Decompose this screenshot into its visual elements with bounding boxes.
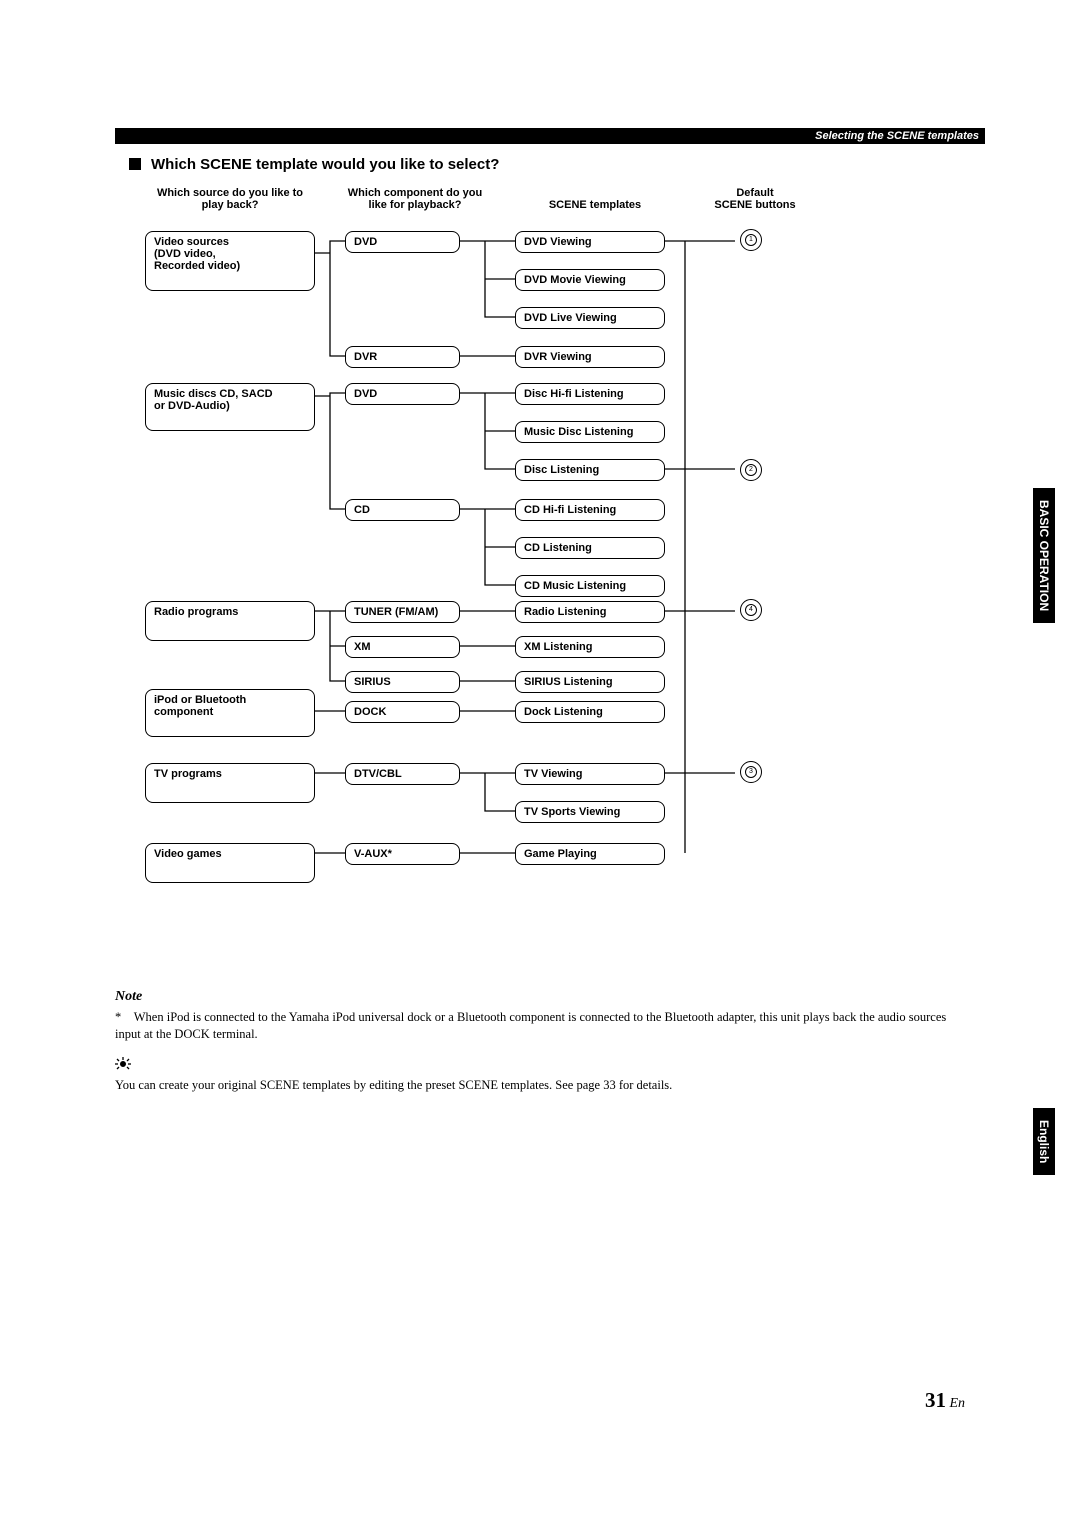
scene-music-disc: Music Disc Listening (515, 421, 665, 443)
heading-text: Which SCENE template would you like to s… (151, 156, 499, 173)
col4-header: Default SCENE buttons (700, 187, 810, 211)
src-music-l2: or DVD-Audio) (154, 400, 306, 412)
scene-button-2: 2 (740, 459, 762, 481)
source-tv: TV programs (145, 763, 315, 803)
scene-button-2-num: 2 (745, 464, 757, 476)
scene-dock-listen: Dock Listening (515, 701, 665, 723)
side-tab-english: English (1033, 1108, 1055, 1175)
side-tab-basic-operation: BASIC OPERATION (1033, 488, 1055, 623)
src-video-l3: Recorded video) (154, 260, 306, 272)
scene-button-1-num: 1 (745, 234, 757, 246)
scene-cd-hifi: CD Hi-fi Listening (515, 499, 665, 521)
scene-dvd-viewing: DVD Viewing (515, 231, 665, 253)
scene-radio-listen: Radio Listening (515, 601, 665, 623)
scene-game-playing: Game Playing (515, 843, 665, 865)
scene-dvd-live: DVD Live Viewing (515, 307, 665, 329)
col4-l2: SCENE buttons (700, 199, 810, 211)
src-video-l2: (DVD video, (154, 248, 306, 260)
source-music: Music discs CD, SACD or DVD-Audio) (145, 383, 315, 431)
comp-tuner: TUNER (FM/AM) (345, 601, 460, 623)
comp-dvd2: DVD (345, 383, 460, 405)
scene-sirius-listen: SIRIUS Listening (515, 671, 665, 693)
square-bullet-icon (129, 158, 141, 170)
note-body: * When iPod is connected to the Yamaha i… (115, 1009, 965, 1043)
source-ipod: iPod or Bluetooth component (145, 689, 315, 737)
col2-header: Which component do you like for playback… (335, 187, 495, 211)
scene-tv-sports: TV Sports Viewing (515, 801, 665, 823)
col3-header: SCENE templates (535, 199, 655, 211)
scene-dvr-viewing: DVR Viewing (515, 346, 665, 368)
src-video-l1: Video sources (154, 236, 306, 248)
col2-l1: Which component do you (335, 187, 495, 199)
tip-row (115, 1057, 965, 1074)
page-number: 31 En (925, 1388, 965, 1413)
section-heading: Which SCENE template would you like to s… (129, 156, 965, 173)
scene-dvd-movie: DVD Movie Viewing (515, 269, 665, 291)
page-content: Selecting the SCENE templates Which SCEN… (115, 128, 965, 1093)
tip-body: You can create your original SCENE templ… (115, 1078, 965, 1093)
comp-dtv: DTV/CBL (345, 763, 460, 785)
scene-disc-listen: Disc Listening (515, 459, 665, 481)
scene-diagram: Which source do you like to play back? W… (115, 191, 965, 971)
comp-dock: DOCK (345, 701, 460, 723)
scene-button-4-num: 4 (745, 604, 757, 616)
comp-cd: CD (345, 499, 460, 521)
scene-button-1: 1 (740, 229, 762, 251)
src-music-l1: Music discs CD, SACD (154, 388, 306, 400)
source-video: Video sources (DVD video, Recorded video… (145, 231, 315, 291)
tip-icon (115, 1062, 131, 1074)
src-ipod-l2: component (154, 706, 306, 718)
comp-sirius: SIRIUS (345, 671, 460, 693)
source-radio: Radio programs (145, 601, 315, 641)
scene-cd-music: CD Music Listening (515, 575, 665, 597)
scene-button-3: 3 (740, 761, 762, 783)
comp-xm: XM (345, 636, 460, 658)
col1-l2: play back? (145, 199, 315, 211)
scene-tv-viewing: TV Viewing (515, 763, 665, 785)
col1-l1: Which source do you like to (145, 187, 315, 199)
page-num-lang: En (949, 1396, 965, 1411)
comp-dvd1: DVD (345, 231, 460, 253)
src-ipod-l1: iPod or Bluetooth (154, 694, 306, 706)
comp-dvr: DVR (345, 346, 460, 368)
scene-disc-hifi: Disc Hi-fi Listening (515, 383, 665, 405)
col2-l2: like for playback? (335, 199, 495, 211)
scene-button-4: 4 (740, 599, 762, 621)
scene-cd-listen: CD Listening (515, 537, 665, 559)
section-header-bar: Selecting the SCENE templates (115, 128, 985, 144)
scene-xm-listen: XM Listening (515, 636, 665, 658)
scene-button-3-num: 3 (745, 766, 757, 778)
col4-l1: Default (700, 187, 810, 199)
note-heading: Note (115, 989, 965, 1005)
comp-vaux: V-AUX* (345, 843, 460, 865)
page-num-value: 31 (925, 1388, 946, 1412)
col1-header: Which source do you like to play back? (145, 187, 315, 211)
source-games: Video games (145, 843, 315, 883)
